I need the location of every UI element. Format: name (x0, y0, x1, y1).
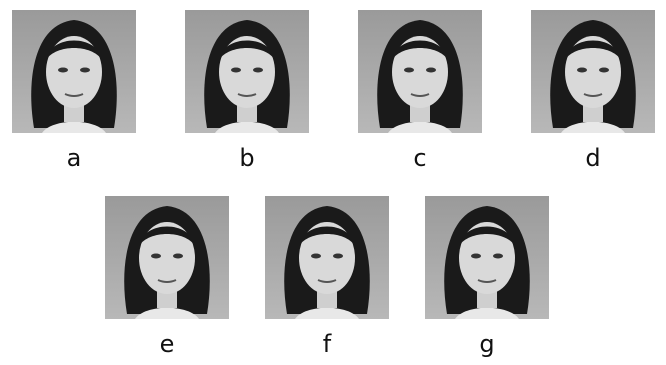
eye (404, 68, 414, 73)
eye (493, 254, 503, 259)
eye (231, 68, 241, 73)
panel-label: g (479, 330, 494, 358)
panel-label: b (239, 144, 254, 172)
face-photo (425, 196, 549, 319)
panel-label: e (160, 330, 175, 358)
eye (333, 254, 343, 259)
figure: a b c d e f g (0, 0, 666, 365)
eye (253, 68, 263, 73)
eye (80, 68, 90, 73)
face-photo (105, 196, 229, 319)
face-photo (12, 10, 136, 133)
face-photo (358, 10, 482, 133)
panel-label: f (323, 330, 332, 358)
face-photo (531, 10, 655, 133)
eye (58, 68, 68, 73)
eye (173, 254, 183, 259)
panel-label: a (67, 144, 82, 172)
panel-label: c (413, 144, 426, 172)
eye (471, 254, 481, 259)
eye (426, 68, 436, 73)
eye (311, 254, 321, 259)
panel-label: d (585, 144, 600, 172)
face-photo (265, 196, 389, 319)
eye (577, 68, 587, 73)
eye (599, 68, 609, 73)
face-photo (185, 10, 309, 133)
eye (151, 254, 161, 259)
